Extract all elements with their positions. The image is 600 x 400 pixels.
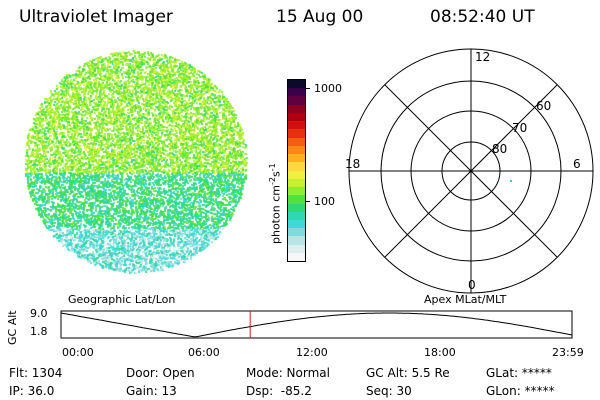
polar-label-18: 18 (345, 157, 360, 171)
colorbar-segment (288, 187, 305, 196)
gc-alt-value: GC Alt: 5.5 Re (366, 366, 450, 380)
colorbar-label-1000: 1000 (314, 82, 342, 95)
colorbar-segment (288, 195, 305, 204)
colorbar-segment (288, 96, 305, 105)
colorbar-segment (288, 203, 305, 212)
colorbar-tick-100 (305, 201, 310, 202)
polar-label-70: 70 (512, 121, 527, 135)
mode-value: Mode: Normal (246, 366, 330, 380)
colorbar-segment (288, 154, 305, 163)
y-tick-top: 9.0 (30, 307, 48, 320)
image-date: 15 Aug 00 (276, 7, 364, 27)
colorbar-segment (288, 244, 305, 253)
flight-number: Flt: 1304 (9, 366, 63, 380)
geographic-label: Geographic Lat/Lon (68, 293, 176, 306)
x-tick-1200: 12:00 (296, 346, 328, 359)
x-tick-0600: 06:00 (188, 346, 220, 359)
x-tick-1800: 18:00 (424, 346, 456, 359)
colorbar-segment (288, 137, 305, 146)
colorbar-label-100: 100 (314, 195, 335, 208)
colorbar-segment (288, 145, 305, 155)
colorbar-segment (288, 252, 305, 262)
door-status: Door: Open (126, 366, 195, 380)
ip-value: IP: 36.0 (9, 384, 55, 398)
x-tick-2359: 23:59 (552, 346, 584, 359)
polar-label-60: 60 (536, 99, 551, 113)
polar-label-12: 12 (475, 50, 490, 64)
colorbar-segment (288, 228, 305, 237)
colorbar-segment (288, 88, 305, 97)
colorbar-segment (288, 170, 305, 179)
sequence-value: Seq: 30 (366, 384, 412, 398)
colorbar-unit-label: photon cm-2s-1 (268, 163, 283, 244)
polar-label-0: 0 (468, 278, 476, 292)
gc-alt-curve (60, 312, 573, 338)
polar-data-point (510, 180, 512, 182)
colorbar-segment (288, 129, 305, 138)
timeline-frame (60, 310, 573, 339)
colorbar-segment (288, 80, 305, 89)
colorbar-segment (288, 121, 305, 130)
orbit-altitude-timeline[interactable] (60, 305, 575, 340)
polar-label-6: 6 (573, 157, 581, 171)
colorbar-segment (288, 112, 305, 122)
y-tick-bottom: 1.8 (30, 325, 48, 338)
glon-value: GLon: ***** (486, 384, 555, 398)
glat-value: GLat: ***** (486, 366, 552, 380)
colorbar-segment (288, 211, 305, 220)
polar-diagonal-2 (384, 84, 558, 258)
gc-alt-axis-title: GC Alt (6, 310, 19, 345)
colorbar-segment (288, 178, 305, 188)
x-tick-0000: 00:00 (62, 346, 94, 359)
colorbar-segment (288, 219, 305, 229)
colorbar-segment (288, 162, 305, 171)
colorbar-segment (288, 236, 305, 245)
uv-image-disk[interactable] (20, 46, 250, 276)
colorbar-tick-1000 (305, 88, 310, 89)
dsp-value: Dsp: -85.2 (246, 384, 312, 398)
colorbar-segment (288, 104, 305, 113)
image-time: 08:52:40 UT (430, 7, 535, 27)
gain-value: Gain: 13 (126, 384, 177, 398)
polar-plot: 12 6 18 0 60 70 80 (345, 48, 594, 294)
colorbar (287, 79, 306, 262)
instrument-title: Ultraviolet Imager (19, 7, 173, 27)
apex-label: Apex MLat/MLT (424, 293, 507, 306)
polar-label-80: 80 (492, 142, 507, 156)
